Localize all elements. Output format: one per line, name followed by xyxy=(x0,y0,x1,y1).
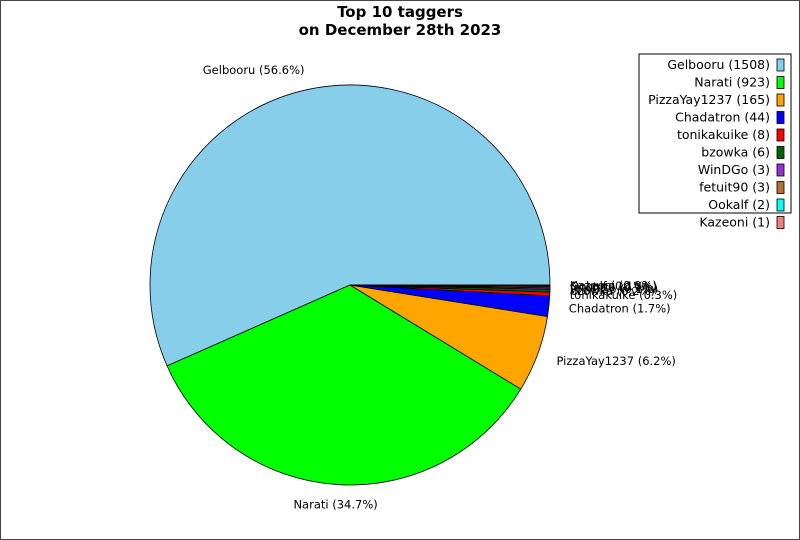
legend-label-pizzayay1237: PizzaYay1237 (165) xyxy=(648,92,770,107)
legend-label-fetuit90: fetuit90 (3) xyxy=(699,180,770,195)
legend-label-narati: Narati (923) xyxy=(694,75,770,90)
slice-label-windgo: WinDGo (0.1%) xyxy=(570,282,658,296)
slice-label-chadatron: Chadatron (1.7%) xyxy=(569,301,671,315)
slice-label-kazeoni: Kazeoni (0.0%) xyxy=(570,278,657,292)
legend-swatch-tonikakuike xyxy=(776,128,785,142)
slice-label-bzowka: bzowka (0.2%) xyxy=(570,284,655,298)
legend-label-windgo: WinDGo (3) xyxy=(698,162,770,177)
legend-swatch-ookalf xyxy=(776,198,785,212)
slice-label-fetuit90: fetuit90 (0.1%) xyxy=(570,280,657,294)
chart-title-line-1: Top 10 taggers xyxy=(337,3,463,21)
legend-label-bzowka: bzowka (6) xyxy=(701,145,770,160)
pie-slice-narati xyxy=(166,284,522,486)
legend-swatch-gelbooru xyxy=(776,58,785,72)
legend-label-gelbooru: Gelbooru (1508) xyxy=(667,57,770,72)
slice-label-gelbooru: Gelbooru (56.6%) xyxy=(203,63,305,77)
legend-swatch-pizzayay1237 xyxy=(776,93,785,107)
legend-swatch-narati xyxy=(776,76,785,89)
legend-label-kazeoni: Kazeoni (1) xyxy=(699,215,770,230)
legend-label-chadatron: Chadatron (44) xyxy=(675,110,770,125)
legend-swatch-kazeoni xyxy=(776,216,785,229)
slice-label-tonikakuike: tonikakuike (0.3%) xyxy=(570,288,678,302)
pie-slice-gelbooru xyxy=(149,84,551,367)
slice-label-ookalf: Ookalf (0.1%) xyxy=(570,279,649,293)
chart-title-line-2: on December 28th 2023 xyxy=(299,21,502,39)
legend-swatch-fetuit90 xyxy=(776,181,785,194)
legend-label-ookalf: Ookalf (2) xyxy=(708,197,770,212)
legend: Gelbooru (1508) Narati (923) PizzaYay1237 … xyxy=(638,53,792,230)
legend-swatch-windgo xyxy=(776,163,785,177)
pie-slices xyxy=(149,84,551,486)
slice-label-pizzayay1237: PizzaYay1237 (6.2%) xyxy=(557,354,676,368)
pie-labels: Gelbooru (56.6%) Narati (34.7%) PizzaYay12… xyxy=(203,63,678,512)
legend-swatch-chadatron xyxy=(776,111,785,124)
legend-swatch-bzowka xyxy=(776,146,785,159)
legend-box xyxy=(638,53,792,214)
slice-label-narati: Narati (34.7%) xyxy=(293,498,377,512)
legend-label-tonikakuike: tonikakuike (8) xyxy=(677,127,770,142)
